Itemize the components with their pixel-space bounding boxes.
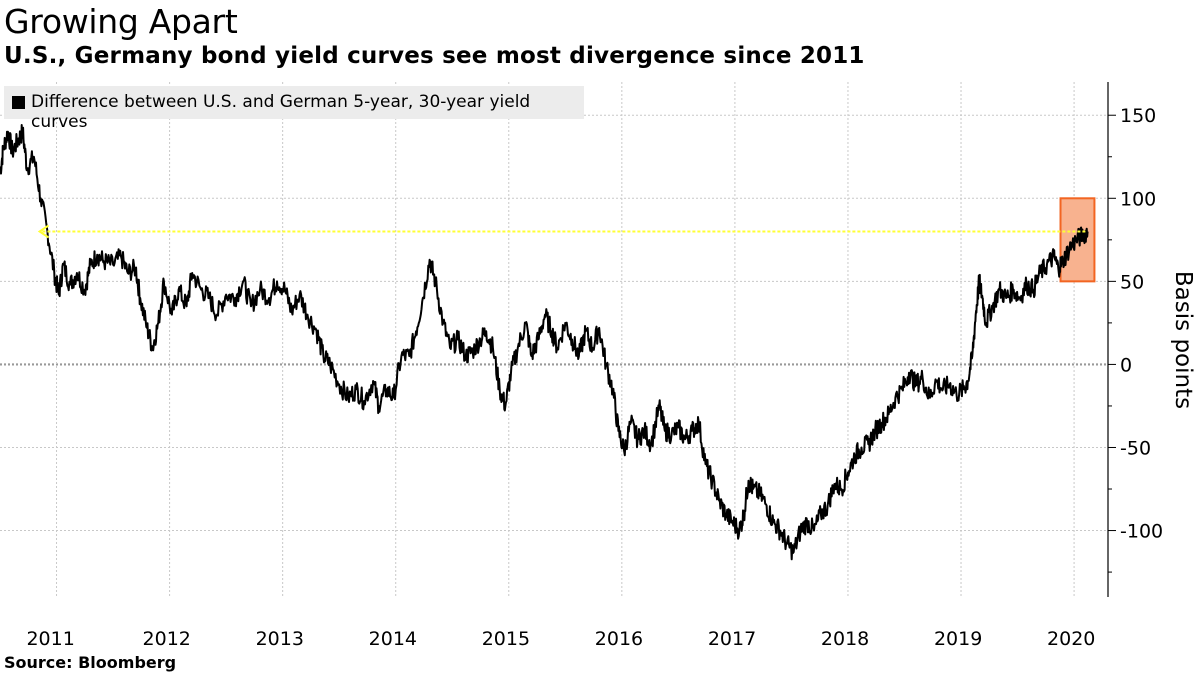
y-tick-label: -100 xyxy=(1120,521,1163,543)
y-tick-label: 150 xyxy=(1120,105,1156,127)
series-line xyxy=(0,124,1089,561)
x-tick-label: 2020 xyxy=(1047,628,1095,650)
arrow-head xyxy=(37,224,50,239)
x-tick-label: 2015 xyxy=(482,628,530,650)
x-tick-label: 2019 xyxy=(934,628,982,650)
chart-subtitle: U.S., Germany bond yield curves see most… xyxy=(4,43,865,69)
legend-label: Difference between U.S. and German 5-yea… xyxy=(31,92,531,132)
x-tick-label: 2016 xyxy=(595,628,643,650)
x-tick-label: 2017 xyxy=(708,628,756,650)
y-tick-label: 50 xyxy=(1120,271,1144,293)
x-tick-label: 2011 xyxy=(26,628,74,650)
x-tick-label: 2012 xyxy=(143,628,191,650)
x-tick-label: 2018 xyxy=(821,628,869,650)
y-axis-label: Basis points xyxy=(1170,271,1196,409)
chart-title: Growing Apart xyxy=(4,2,238,41)
y-tick-label: -50 xyxy=(1120,437,1151,459)
legend: Difference between U.S. and German 5-yea… xyxy=(4,86,584,132)
y-tick-label: 100 xyxy=(1120,188,1156,210)
x-tick-label: 2014 xyxy=(369,628,417,650)
source-note: Source: Bloomberg xyxy=(4,653,177,672)
y-tick-label: 0 xyxy=(1120,354,1132,376)
x-tick-label: 2013 xyxy=(256,628,304,650)
legend-swatch xyxy=(12,96,25,109)
